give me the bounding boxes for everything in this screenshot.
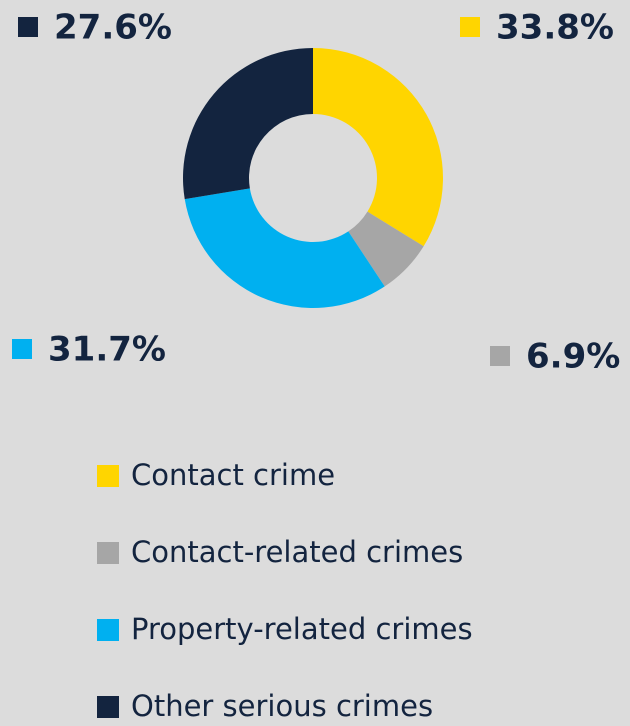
legend-swatch <box>97 619 119 641</box>
value-label: 27.6% <box>54 8 172 48</box>
legend-swatch <box>97 465 119 487</box>
label-marker <box>18 17 38 37</box>
slice <box>313 48 443 247</box>
value-label: 31.7% <box>48 330 166 370</box>
slice <box>184 188 385 308</box>
slice <box>182 48 313 200</box>
label-marker <box>12 339 32 359</box>
legend-label: Contact crime <box>131 458 335 492</box>
value-label: 33.8% <box>496 8 614 48</box>
legend-label: Other serious crimes <box>131 689 433 723</box>
legend-label: Contact-related crimes <box>131 535 463 569</box>
legend-swatch <box>97 696 119 718</box>
legend-label: Property-related crimes <box>131 612 473 646</box>
legend-swatch <box>97 542 119 564</box>
label-marker <box>490 346 510 366</box>
value-label: 6.9% <box>526 337 620 377</box>
slice <box>348 211 424 287</box>
label-marker <box>460 17 480 37</box>
